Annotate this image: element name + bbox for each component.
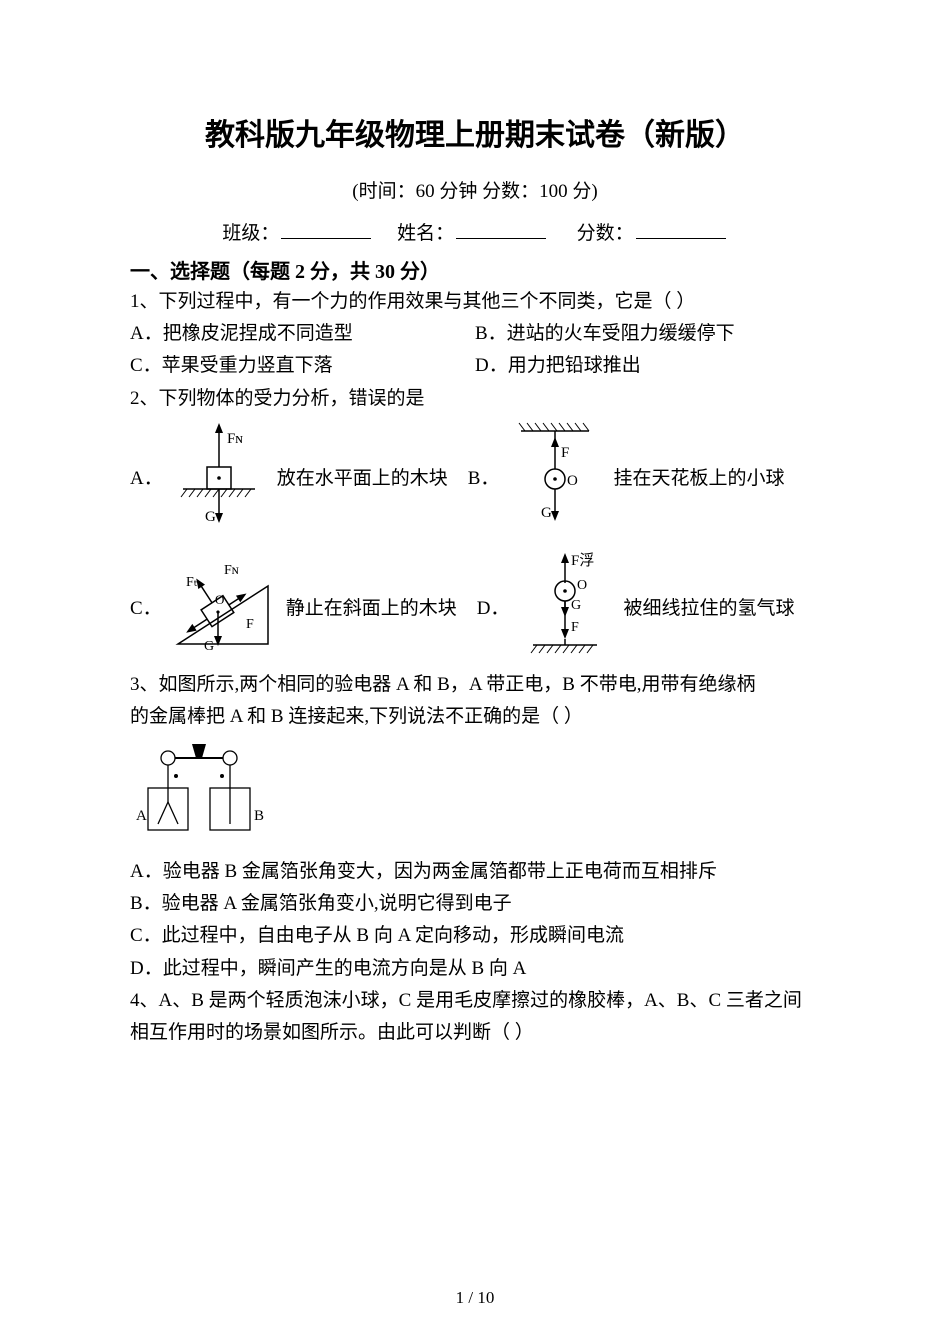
q3-stem2: 的金属棒把 A 和 B 连接起来,下列说法不正确的是（ ）: [130, 701, 820, 733]
q2-c-desc: 静止在斜面上的木块: [286, 593, 457, 620]
q2-a-label: A．: [130, 463, 163, 490]
page-number: 1 / 10: [0, 1288, 950, 1308]
q3-figure: A B: [130, 740, 270, 850]
svg-text:O: O: [577, 578, 587, 593]
q2-b-diagram: F O G: [505, 421, 605, 531]
q4-stem2: 相互作用时的场景如图所示。由此可以判断（ ）: [130, 1017, 820, 1049]
name-blank: [456, 217, 546, 239]
q3-option-d: D．此过程中，瞬间产生的电流方向是从 B 向 A: [130, 953, 820, 985]
name-label: 姓名：: [397, 223, 454, 244]
score-label: 分数：: [577, 223, 634, 244]
q2-d-diagram: F浮 O G F: [515, 551, 615, 661]
q2-c-label: C．: [130, 593, 162, 620]
q2-b-desc: 挂在天花板上的小球: [613, 463, 784, 490]
q2-a-diagram: Fɴ G: [169, 421, 269, 531]
q1-stem: 1、下列过程中，有一个力的作用效果与其他三个不同类，它是（ ）: [130, 286, 820, 318]
class-blank: [281, 217, 371, 239]
svg-text:Fɴ: Fɴ: [227, 431, 243, 447]
q1-option-b: B．进站的火车受阻力缓缓停下: [475, 318, 820, 350]
q4-stem1: 4、A、B 是两个轻质泡沫小球，C 是用毛皮摩擦过的橡胶棒，A、B、C 三者之间: [130, 985, 820, 1017]
svg-text:A: A: [136, 808, 147, 824]
svg-text:O: O: [567, 473, 578, 489]
q3-option-b: B．验电器 A 金属箔张角变小,说明它得到电子: [130, 888, 820, 920]
svg-text:F: F: [246, 617, 254, 632]
q1-options-row1: A．把橡皮泥捏成不同造型 B．进站的火车受阻力缓缓停下: [130, 318, 820, 350]
svg-text:G: G: [571, 598, 581, 613]
q2-d-desc: 被细线拉住的氢气球: [623, 593, 794, 620]
q2-b-label: B．: [468, 463, 500, 490]
exam-page: 教科版九年级物理上册期末试卷（新版） (时间：60 分钟 分数：100 分) 班…: [0, 0, 950, 1344]
q2-row-cd: C． Fₜ Fɴ F: [130, 551, 820, 661]
q1-option-d: D．用力把铅球推出: [475, 350, 820, 382]
q2-row-ab: A． Fɴ G 放在水平面上的木块 B．: [130, 421, 820, 531]
q1-option-a: A．把橡皮泥捏成不同造型: [130, 318, 475, 350]
score-blank: [636, 217, 726, 239]
q1-options-row2: C．苹果受重力竖直下落 D．用力把铅球推出: [130, 350, 820, 382]
student-fields: 班级： 姓名： 分数：: [130, 217, 820, 245]
svg-text:G: G: [205, 509, 216, 525]
q2-stem: 2、下列物体的受力分析，错误的是: [130, 383, 820, 415]
q2-a-desc: 放在水平面上的木块: [277, 463, 448, 490]
q3-option-a: A．验电器 B 金属箔张角变大，因为两金属箔都带上正电荷而互相排斥: [130, 856, 820, 888]
svg-text:O: O: [215, 592, 224, 607]
section-heading: 一、选择题（每题 2 分，共 30 分）: [130, 255, 820, 284]
svg-text:G: G: [204, 639, 214, 654]
svg-text:F: F: [561, 445, 569, 461]
svg-text:F浮: F浮: [571, 552, 594, 569]
svg-text:Fɴ: Fɴ: [224, 563, 239, 578]
svg-text:G: G: [541, 505, 552, 521]
svg-text:F: F: [571, 620, 579, 635]
svg-text:Fₜ: Fₜ: [186, 575, 198, 590]
q2-d-label: D．: [477, 593, 510, 620]
page-title: 教科版九年级物理上册期末试卷（新版）: [130, 110, 820, 154]
q3-option-c: C．此过程中，自由电子从 B 向 A 定向移动，形成瞬间电流: [130, 920, 820, 952]
exam-timing: (时间：60 分钟 分数：100 分): [130, 176, 820, 203]
class-label: 班级：: [222, 223, 279, 244]
q3-stem1: 3、如图所示,两个相同的验电器 A 和 B，A 带正电，B 不带电,用带有绝缘柄: [130, 669, 820, 701]
q2-c-diagram: Fₜ Fɴ F G O: [168, 556, 278, 656]
svg-text:B: B: [254, 808, 264, 824]
q1-option-c: C．苹果受重力竖直下落: [130, 350, 475, 382]
